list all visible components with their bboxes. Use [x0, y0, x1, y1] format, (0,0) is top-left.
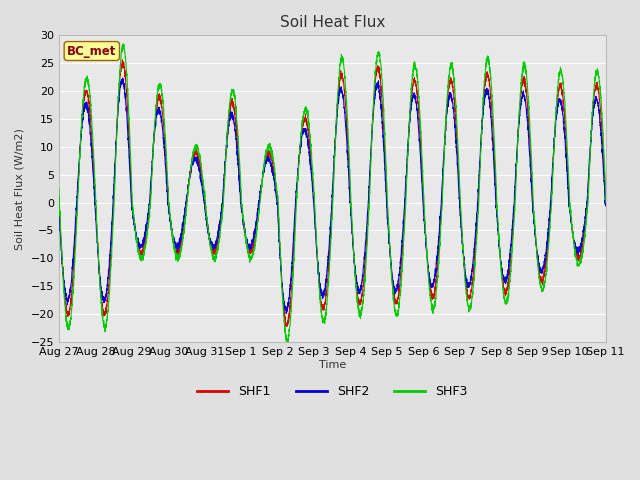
Title: Soil Heat Flux: Soil Heat Flux	[280, 15, 385, 30]
Text: BC_met: BC_met	[67, 45, 116, 58]
Y-axis label: Soil Heat Flux (W/m2): Soil Heat Flux (W/m2)	[15, 128, 25, 250]
X-axis label: Time: Time	[319, 360, 346, 370]
Legend: SHF1, SHF2, SHF3: SHF1, SHF2, SHF3	[192, 380, 473, 403]
